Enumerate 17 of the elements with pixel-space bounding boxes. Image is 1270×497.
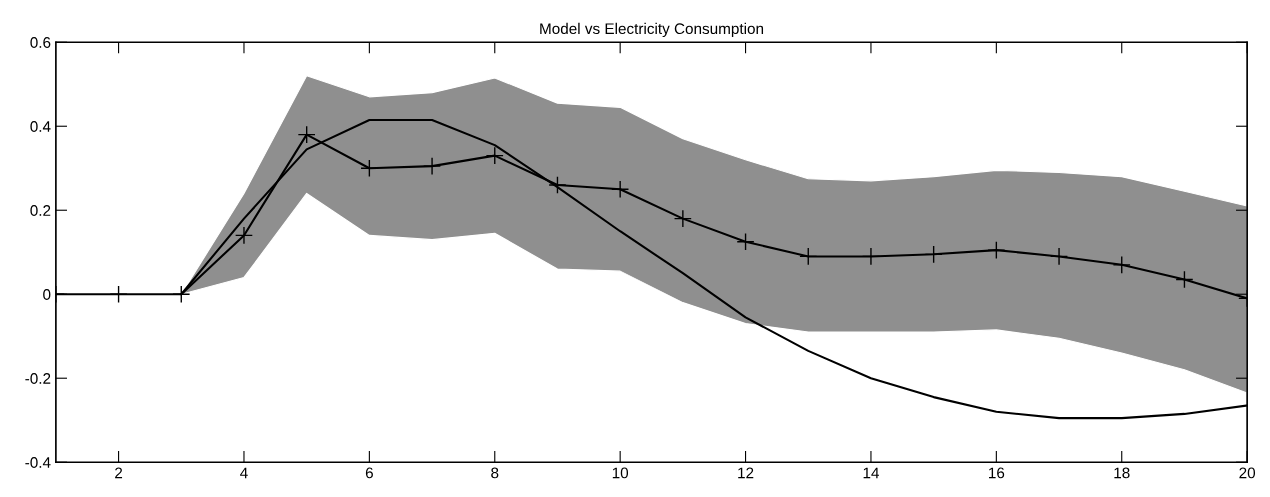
x-tick-label: 2	[115, 467, 123, 479]
x-tick-label: 4	[240, 467, 248, 479]
x-tick-label: 8	[491, 467, 499, 479]
y-tick-label: -0.4	[25, 457, 51, 468]
x-tick-label: 16	[989, 467, 1005, 479]
y-tick-label: 0	[43, 289, 51, 300]
y-tick-label: 0.2	[30, 205, 51, 216]
x-tick-label: 12	[738, 467, 754, 479]
x-tick-label: 10	[612, 467, 629, 479]
chart-title: Model vs Electricity Consumption	[540, 22, 764, 38]
x-tick-label: 18	[1114, 467, 1130, 479]
y-tick-label: 0.4	[30, 121, 51, 132]
x-tick-label: 6	[365, 467, 373, 479]
x-tick-label: 20	[1239, 467, 1256, 479]
x-tick-label: 14	[863, 467, 879, 479]
y-tick-label: -0.2	[25, 373, 51, 384]
y-tick-label: 0.6	[30, 37, 51, 48]
